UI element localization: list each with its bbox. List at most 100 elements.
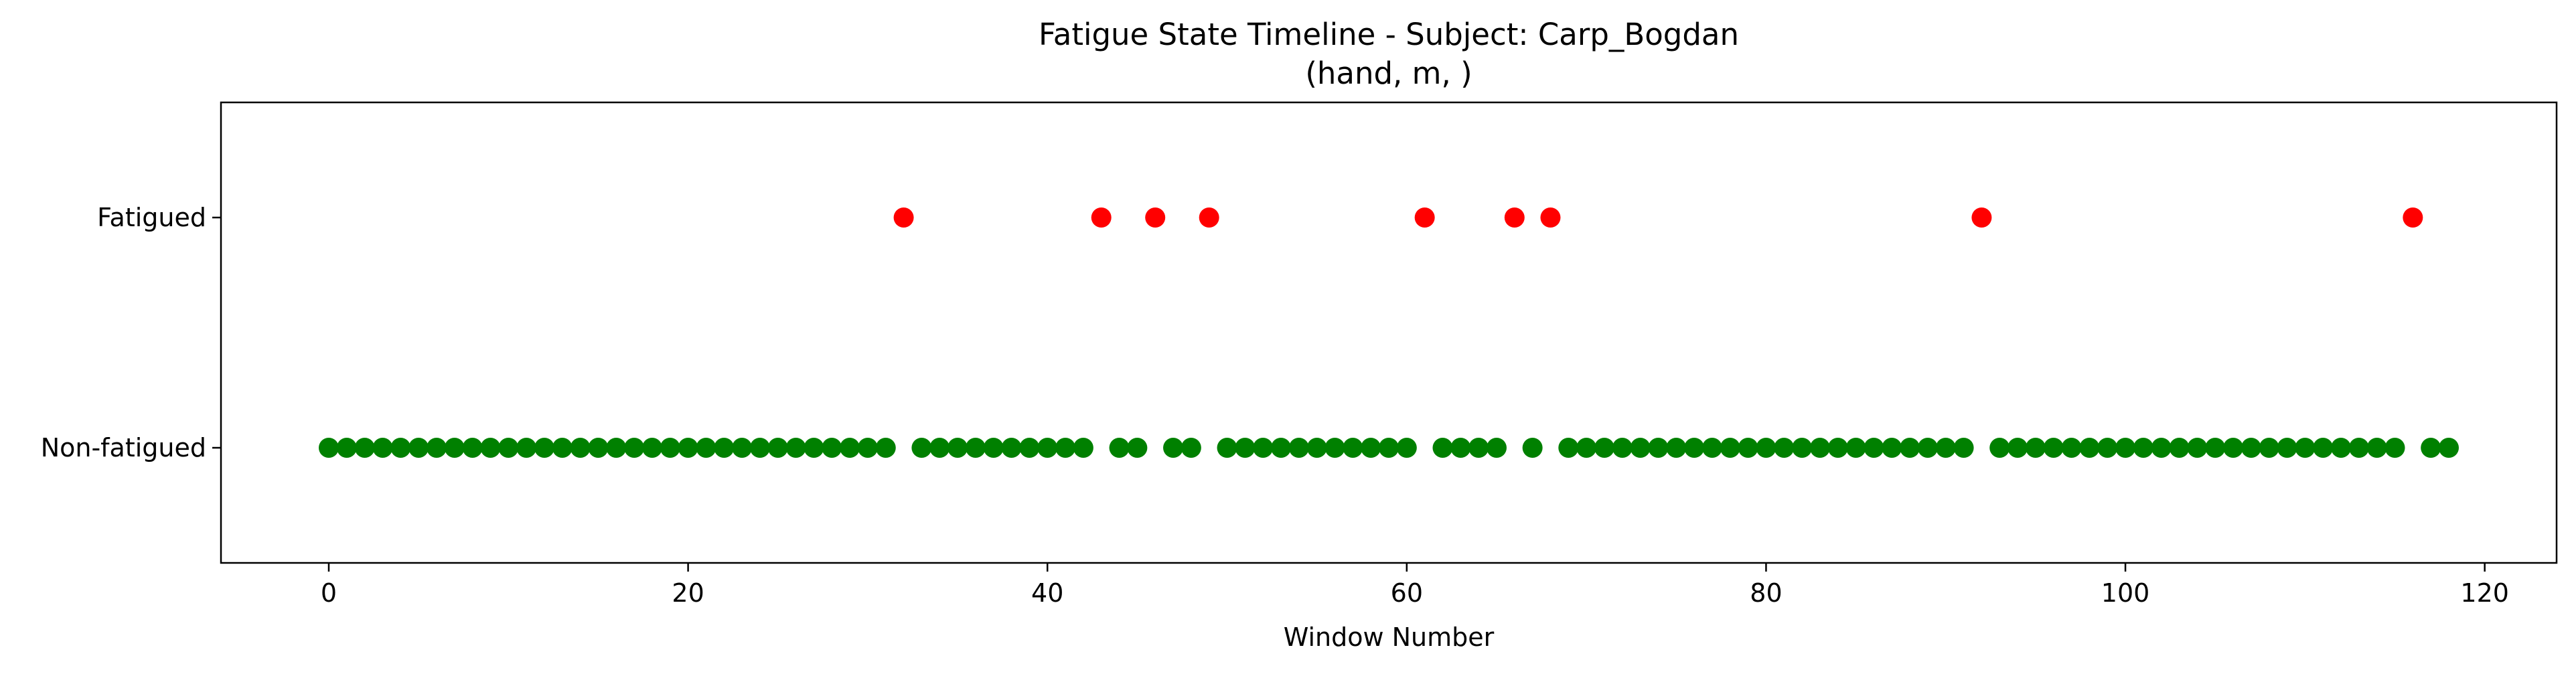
non-fatigued-point: [1809, 438, 1830, 458]
non-fatigued-point: [2097, 438, 2118, 458]
fatigued-point: [1145, 207, 1166, 228]
non-fatigued-point: [1792, 438, 1813, 458]
non-fatigued-point: [1163, 438, 1184, 458]
non-fatigued-point: [767, 438, 788, 458]
non-fatigued-point: [1486, 438, 1507, 458]
non-fatigued-point: [696, 438, 716, 458]
non-fatigued-point: [785, 438, 806, 458]
non-fatigued-point: [2133, 438, 2153, 458]
non-fatigued-point: [2115, 438, 2136, 458]
non-fatigued-point: [354, 438, 375, 458]
non-fatigued-point: [1666, 438, 1687, 458]
non-fatigued-point: [678, 438, 698, 458]
non-fatigued-point: [2421, 438, 2441, 458]
non-fatigued-point: [1037, 438, 1058, 458]
x-tick-label: 100: [2101, 578, 2150, 608]
non-fatigued-point: [570, 438, 591, 458]
non-fatigued-point: [660, 438, 680, 458]
chart-title: Fatigue State Timeline - Subject: Carp_B…: [1039, 17, 1739, 52]
x-tick-label: 120: [2460, 578, 2509, 608]
non-fatigued-point: [408, 438, 429, 458]
non-fatigued-point: [714, 438, 735, 458]
non-fatigued-point: [2277, 438, 2297, 458]
fatigued-point: [1504, 207, 1525, 228]
non-fatigued-point: [426, 438, 447, 458]
non-fatigued-point: [857, 438, 878, 458]
x-tick-label: 20: [672, 578, 704, 608]
non-fatigued-point: [2205, 438, 2226, 458]
non-fatigued-point: [1612, 438, 1633, 458]
non-fatigued-point: [983, 438, 1004, 458]
non-fatigued-point: [2384, 438, 2405, 458]
non-fatigued-point: [1217, 438, 1237, 458]
non-fatigued-point: [336, 438, 357, 458]
non-fatigued-point: [1379, 438, 1399, 458]
non-fatigued-point: [1181, 438, 1201, 458]
non-fatigued-point: [462, 438, 483, 458]
chart-subtitle: (hand, m, ): [1305, 56, 1472, 91]
non-fatigued-point: [552, 438, 573, 458]
non-fatigued-point: [1001, 438, 1022, 458]
non-fatigued-point: [1917, 438, 1938, 458]
non-fatigued-point: [1648, 438, 1669, 458]
non-fatigued-point: [641, 438, 662, 458]
fatigued-point: [893, 207, 914, 228]
non-fatigued-point: [516, 438, 537, 458]
fatigued-point: [1199, 207, 1219, 228]
non-fatigued-point: [1594, 438, 1614, 458]
non-fatigued-point: [1019, 438, 1040, 458]
x-tick-label: 0: [321, 578, 337, 608]
non-fatigued-point: [1882, 438, 1902, 458]
non-fatigued-point: [1845, 438, 1866, 458]
non-fatigued-point: [2025, 438, 2046, 458]
non-fatigued-point: [1630, 438, 1651, 458]
y-tick-label: Non-fatigued: [41, 433, 206, 462]
non-fatigued-point: [498, 438, 519, 458]
non-fatigued-point: [2313, 438, 2334, 458]
x-axis-label: Window Number: [1284, 622, 1495, 652]
non-fatigued-point: [1558, 438, 1579, 458]
x-tick-label: 80: [1750, 578, 1782, 608]
non-fatigued-point: [2079, 438, 2100, 458]
non-fatigued-point: [2043, 438, 2064, 458]
non-fatigued-point: [1900, 438, 1920, 458]
non-fatigued-point: [444, 438, 465, 458]
non-fatigued-point: [606, 438, 627, 458]
non-fatigued-point: [911, 438, 932, 458]
non-fatigued-point: [534, 438, 554, 458]
non-fatigued-point: [588, 438, 609, 458]
non-fatigued-point: [1271, 438, 1292, 458]
x-tick-label: 40: [1031, 578, 1063, 608]
non-fatigued-point: [1109, 438, 1130, 458]
non-fatigued-point: [480, 438, 501, 458]
non-fatigued-point: [1073, 438, 1093, 458]
non-fatigued-point: [1827, 438, 1848, 458]
non-fatigued-point: [929, 438, 950, 458]
non-fatigued-point: [2439, 438, 2459, 458]
non-fatigued-point: [1361, 438, 1381, 458]
non-fatigued-point: [1468, 438, 1489, 458]
non-fatigued-point: [948, 438, 968, 458]
non-fatigued-point: [1432, 438, 1453, 458]
non-fatigued-point: [1450, 438, 1471, 458]
non-fatigued-point: [1522, 438, 1543, 458]
non-fatigued-point: [1935, 438, 1956, 458]
non-fatigued-point: [624, 438, 645, 458]
non-fatigued-point: [840, 438, 860, 458]
non-fatigued-point: [1253, 438, 1274, 458]
non-fatigued-point: [2169, 438, 2190, 458]
non-fatigued-point: [875, 438, 896, 458]
non-fatigued-point: [1288, 438, 1309, 458]
non-fatigued-point: [1576, 438, 1597, 458]
non-fatigued-point: [1989, 438, 2010, 458]
fatigued-point: [2403, 207, 2423, 228]
plot-frame: [220, 101, 2558, 564]
fatigued-point: [1540, 207, 1561, 228]
non-fatigued-point: [1953, 438, 1974, 458]
non-fatigued-point: [2007, 438, 2028, 458]
non-fatigued-point: [372, 438, 393, 458]
non-fatigued-point: [804, 438, 824, 458]
non-fatigued-point: [1720, 438, 1740, 458]
